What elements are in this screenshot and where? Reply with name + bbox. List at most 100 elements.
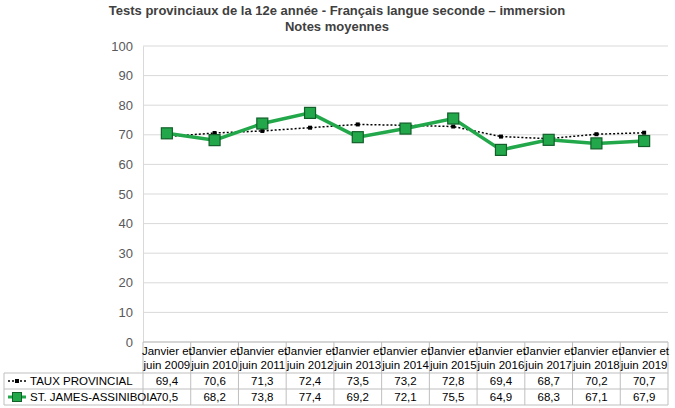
- y-tick-label: 60: [119, 157, 133, 172]
- y-tick: 60: [119, 157, 143, 172]
- y-tick: 20: [119, 275, 143, 290]
- y-tick: 10: [119, 305, 143, 320]
- y-tick: 100: [111, 39, 143, 54]
- chart: Tests provinciaux de la 12e année - Fran…: [0, 0, 675, 408]
- grid-line: [143, 46, 668, 47]
- y-tick: 70: [119, 127, 143, 142]
- y-axis-line: [143, 47, 144, 343]
- table-value: 68,2: [203, 391, 225, 403]
- subtitle: Notes moyennes: [285, 19, 389, 34]
- grid-line: [143, 253, 668, 254]
- x-tick-label: Janvier etjuin 2011: [237, 345, 288, 371]
- series-marker: [305, 107, 316, 118]
- grid-line: [143, 164, 668, 165]
- table-value: 73,2: [394, 375, 416, 387]
- table-value: 72,4: [299, 375, 322, 387]
- x-tick-label: Janvier etjuin 2014: [381, 345, 432, 371]
- table-border: [4, 373, 668, 374]
- y-tick-label: 50: [119, 187, 133, 202]
- y-tick-label: 100: [111, 39, 133, 54]
- series-marker: [308, 126, 312, 130]
- y-tick-label: 20: [119, 275, 133, 290]
- table-value: 70,2: [585, 375, 607, 387]
- table-value: 67,9: [633, 391, 655, 403]
- y-tick: 80: [119, 98, 143, 113]
- table-value: 69,4: [156, 375, 179, 387]
- y-tick-label: 0: [126, 335, 133, 350]
- y-tick: 90: [119, 68, 143, 83]
- legend-entry: TAUX PROVINCIAL: [8, 375, 133, 387]
- series-marker: [543, 134, 554, 145]
- title: Tests provinciaux de la 12e année - Fran…: [109, 3, 565, 18]
- grid-line: [143, 75, 668, 76]
- table-border: [143, 342, 668, 343]
- y-tick-label: 10: [119, 305, 133, 320]
- table-value: 70,6: [203, 375, 225, 387]
- table-value: 68,3: [537, 391, 559, 403]
- series-marker: [594, 132, 598, 136]
- x-tick-label: Janvier etjuin 2015: [428, 345, 479, 371]
- table-value: 77,4: [299, 391, 322, 403]
- table-value: 70,7: [633, 375, 655, 387]
- series-marker: [352, 132, 363, 143]
- grid-line: [143, 342, 668, 343]
- x-tick-label: Janvier etjuin 2010: [190, 345, 241, 371]
- legend-marker: [13, 393, 22, 402]
- series-line: [167, 113, 644, 150]
- grid-line: [143, 312, 668, 313]
- y-tick-label: 70: [119, 127, 133, 142]
- y-tick: 30: [119, 246, 143, 261]
- plot-area: [161, 107, 649, 155]
- series-marker: [400, 123, 411, 134]
- table-value: 72,1: [394, 391, 416, 403]
- table-value: 64,9: [490, 391, 512, 403]
- table-value: 68,7: [537, 375, 559, 387]
- table-value: 71,3: [251, 375, 273, 387]
- table-value: 67,1: [585, 391, 607, 403]
- legend-marker: [15, 379, 19, 383]
- data-table: Janvier etjuin 2009Janvier etjuin 2010Ja…: [4, 342, 670, 405]
- x-tick-label: Janvier etjuin 2018: [571, 345, 622, 371]
- series-marker: [499, 135, 503, 139]
- y-tick: 50: [119, 187, 143, 202]
- x-tick-label: Janvier etjuin 2013: [333, 345, 384, 371]
- x-tick-label: Janvier etjuin 2016: [476, 345, 527, 371]
- legend-label: ST. JAMES-ASSINIBOIA: [30, 391, 157, 403]
- table-value: 73,5: [347, 375, 369, 387]
- series-marker: [209, 135, 220, 146]
- series-marker: [591, 138, 602, 149]
- table-value: 70,5: [156, 391, 178, 403]
- series-marker: [642, 131, 646, 135]
- y-tick: 0: [126, 335, 143, 350]
- grid-line: [143, 223, 668, 224]
- series-marker: [356, 122, 360, 126]
- y-tick: 40: [119, 216, 143, 231]
- grid: [143, 46, 668, 342]
- series-marker: [448, 113, 459, 124]
- y-tick-label: 40: [119, 216, 133, 231]
- series-marker: [451, 125, 455, 129]
- grid-line: [143, 282, 668, 283]
- y-tick-label: 90: [119, 68, 133, 83]
- x-tick-label: Janvier etjuin 2009: [142, 345, 193, 371]
- y-tick-label: 30: [119, 246, 133, 261]
- y-axis: 0 10 20 30 40 50 60 70 80 90 100: [111, 39, 143, 350]
- table-value: 72,8: [442, 375, 464, 387]
- table-border: [4, 373, 5, 405]
- legend-entry: ST. JAMES-ASSINIBOIA: [8, 391, 157, 403]
- x-tick-label: Janvier etjuin 2012: [285, 345, 336, 371]
- table-border: [4, 405, 668, 406]
- series-marker: [161, 128, 172, 139]
- table-value: 69,2: [347, 391, 369, 403]
- table-value: 73,8: [251, 391, 273, 403]
- table-border: [4, 389, 668, 390]
- series-marker: [495, 144, 506, 155]
- x-tick-label: Janvier etjuin 2019: [619, 345, 670, 371]
- series-marker: [639, 136, 650, 147]
- legend-label: TAUX PROVINCIAL: [30, 375, 133, 387]
- table-value: 69,4: [490, 375, 513, 387]
- series-marker: [257, 118, 268, 129]
- table-value: 75,5: [442, 391, 464, 403]
- y-tick-label: 80: [119, 98, 133, 113]
- grid-line: [143, 194, 668, 195]
